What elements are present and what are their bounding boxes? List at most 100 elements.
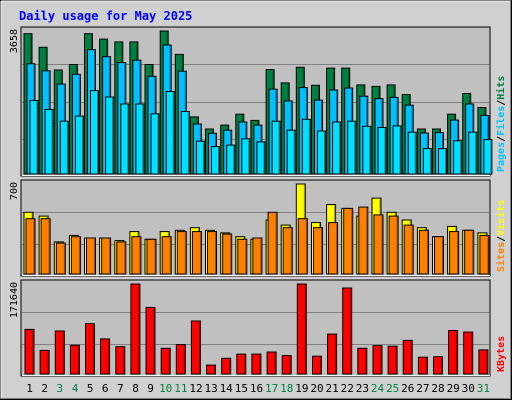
bar-pages-day-12 xyxy=(195,140,205,175)
bar-kbytes-day-31 xyxy=(478,349,489,375)
bar-sites-day-15 xyxy=(237,238,248,275)
bar-sites-day-21 xyxy=(328,222,339,275)
y-max-label: 700 xyxy=(9,182,20,200)
bar-sites-day-20 xyxy=(313,227,323,275)
bar-kbytes-day-7 xyxy=(115,346,126,375)
bar-sites-day-7 xyxy=(116,241,127,275)
bar-pages-day-24 xyxy=(377,127,387,175)
bar-sites-day-28 xyxy=(434,236,444,275)
bar-pages-day-20 xyxy=(317,130,326,175)
bar-sites-day-23 xyxy=(358,206,369,275)
x-tick-label: 14 xyxy=(220,382,234,395)
bar-pages-day-2 xyxy=(44,109,54,175)
bar-sites-day-1 xyxy=(25,218,36,275)
bar-sites-day-13 xyxy=(207,231,217,275)
bar-sites-day-10 xyxy=(161,236,172,275)
bar-sites-day-9 xyxy=(146,238,157,275)
bar-pages-day-6 xyxy=(105,96,115,175)
bar-sites-day-27 xyxy=(418,229,429,275)
x-tick-label: 29 xyxy=(447,382,460,395)
bar-sites-day-19 xyxy=(297,218,308,275)
bar-sites-day-3 xyxy=(55,242,66,275)
x-tick-label: 1 xyxy=(26,382,33,395)
bar-sites-day-14 xyxy=(222,233,233,275)
legend-separator: / xyxy=(496,236,507,242)
bar-pages-day-28 xyxy=(438,148,447,175)
bar-kbytes-day-29 xyxy=(448,330,459,375)
bar-pages-day-17 xyxy=(271,120,281,175)
legend: Pages/Files/Hits xyxy=(495,76,507,172)
bar-kbytes-day-19 xyxy=(296,283,307,375)
bar-kbytes-day-24 xyxy=(372,345,383,375)
bar-kbytes-day-23 xyxy=(357,347,368,375)
bar-sites-day-24 xyxy=(373,214,384,275)
bar-kbytes-day-18 xyxy=(281,355,292,375)
bar-sites-day-22 xyxy=(343,207,354,275)
bar-kbytes-day-5 xyxy=(85,323,95,375)
x-tick-label: 25 xyxy=(386,382,399,395)
panels-layer: 3658 Pages/Files/Hits 700Sites/Visits17164… xyxy=(9,26,507,377)
x-tick-label: 27 xyxy=(416,382,429,395)
x-tick-label: 9 xyxy=(147,382,154,395)
bar-sites-day-6 xyxy=(101,237,112,275)
legend-separator: / xyxy=(496,100,507,106)
bar-kbytes-day-12 xyxy=(190,320,201,375)
bar-sites-day-4 xyxy=(70,236,81,275)
bar-kbytes-day-20 xyxy=(312,355,322,375)
bar-pages-day-21 xyxy=(332,121,342,175)
bar-kbytes-day-25 xyxy=(387,345,398,375)
x-tick-label: 15 xyxy=(235,382,248,395)
bar-kbytes-day-11 xyxy=(175,344,186,375)
x-tick-label: 26 xyxy=(401,382,414,395)
bar-kbytes-day-17 xyxy=(266,351,277,375)
x-tick-label: 20 xyxy=(310,382,323,395)
x-tick-label: 4 xyxy=(72,382,79,395)
bar-kbytes-day-4 xyxy=(69,344,80,375)
y-max-label: 3658 xyxy=(9,29,20,53)
x-tick-label: 3 xyxy=(56,382,63,395)
bar-pages-day-15 xyxy=(241,138,251,175)
x-tick-label: 10 xyxy=(159,382,172,395)
bar-pages-day-8 xyxy=(135,103,145,175)
bar-kbytes-day-28 xyxy=(433,356,443,375)
bar-sites-day-29 xyxy=(449,231,460,275)
x-tick-label: 2 xyxy=(41,382,48,395)
x-tick-label: 16 xyxy=(250,382,263,395)
bar-sites-day-8 xyxy=(131,236,142,275)
bar-pages-day-16 xyxy=(256,141,266,175)
bar-pages-day-4 xyxy=(74,115,84,175)
bar-sites-day-18 xyxy=(282,227,293,275)
bar-kbytes-day-26 xyxy=(402,339,413,375)
bar-sites-day-17 xyxy=(267,211,278,275)
legend-kbytes: KBytes xyxy=(496,336,507,372)
x-tick-label: 13 xyxy=(204,382,217,395)
bar-pages-day-10 xyxy=(165,91,175,175)
legend-separator: / xyxy=(496,136,507,142)
bar-kbytes-day-2 xyxy=(39,349,50,375)
bar-sites-day-16 xyxy=(252,237,263,275)
panel-visits-sites: 700 Sites/Visits xyxy=(9,179,507,277)
x-tick-label: 24 xyxy=(371,382,385,395)
bar-sites-day-2 xyxy=(40,218,51,275)
x-axis-labels: 1 2 3 4 5 6 7 8 9 10 11 12 13 14 15 16 17 18 19 20 21 22 23 24 2… xyxy=(26,382,490,395)
bar-kbytes-day-10 xyxy=(160,347,171,375)
legend-pages: Pages xyxy=(496,142,507,172)
bar-kbytes-day-14 xyxy=(221,357,232,375)
bar-pages-day-3 xyxy=(59,120,69,175)
bar-kbytes-day-3 xyxy=(54,330,65,375)
bar-pages-day-29 xyxy=(453,140,463,175)
bar-sites-day-30 xyxy=(464,229,475,275)
legend-visits: Visits xyxy=(495,200,507,236)
x-tick-label: 19 xyxy=(295,382,308,395)
x-tick-label: 11 xyxy=(174,382,187,395)
bar-pages-day-1 xyxy=(29,100,39,175)
x-tick-label: 5 xyxy=(87,382,94,395)
bar-kbytes-day-8 xyxy=(130,283,141,375)
bar-kbytes-day-27 xyxy=(417,356,428,375)
chart-title: Daily usage for May 2025 xyxy=(19,9,192,23)
x-tick-label: 30 xyxy=(462,382,475,395)
panel-kbytes: 171640 KBytes xyxy=(9,279,507,377)
bar-kbytes-day-9 xyxy=(145,306,156,375)
bar-kbytes-day-30 xyxy=(463,331,474,375)
